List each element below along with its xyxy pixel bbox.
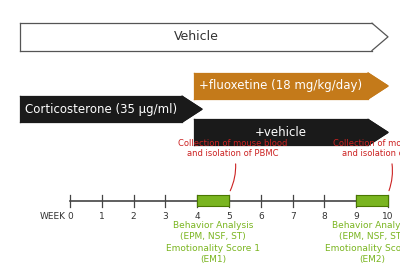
Polygon shape [182,96,202,122]
Text: 10: 10 [382,212,394,221]
Text: +fluoxetine (18 mg/kg/day): +fluoxetine (18 mg/kg/day) [200,79,362,93]
Bar [20,96,182,122]
Text: Collection of mouse blood
and isolation of PBMC: Collection of mouse blood and isolation … [178,139,288,191]
Polygon shape [368,120,388,145]
Text: +vehicle: +vehicle [255,126,307,139]
Text: WEEK: WEEK [40,212,66,221]
Text: Vehicle: Vehicle [174,30,218,43]
Text: Behavior Analysis
(EPM, NSF, ST)
Emotionality Score 2
(EM2): Behavior Analysis (EPM, NSF, ST) Emotion… [325,221,400,264]
Bar [194,120,368,145]
Text: 5: 5 [226,212,232,221]
Bar [194,73,368,99]
Polygon shape [368,73,388,99]
Text: 2: 2 [131,212,136,221]
Bar [197,195,229,206]
Text: Corticosterone (35 μg/ml): Corticosterone (35 μg/ml) [25,103,177,116]
Bar [356,195,388,206]
Text: 0: 0 [67,212,73,221]
Text: 1: 1 [99,212,105,221]
Bar [20,23,372,51]
Text: 3: 3 [162,212,168,221]
Polygon shape [372,23,388,51]
Text: 8: 8 [322,212,327,221]
Text: Behavior Analysis
(EPM, NSF, ST)
Emotionality Score 1
(EM1): Behavior Analysis (EPM, NSF, ST) Emotion… [166,221,260,264]
Text: 4: 4 [194,212,200,221]
Text: 6: 6 [258,212,264,221]
Text: 7: 7 [290,212,296,221]
Text: Collection of mouse blood
and isolation of PBMC: Collection of mouse blood and isolation … [333,139,400,191]
Text: 9: 9 [353,212,359,221]
